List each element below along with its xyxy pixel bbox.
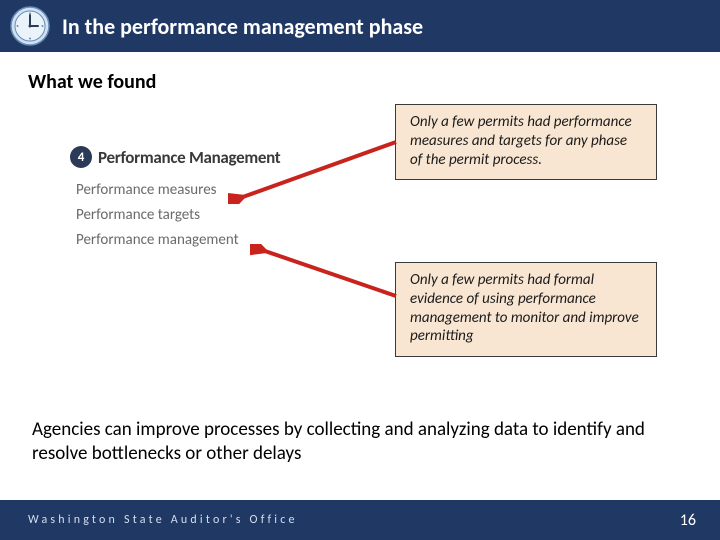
footer: Washington State Auditor's Office 16 [0, 500, 720, 540]
pm-number-badge: 4 [70, 146, 92, 168]
subtitle: What we found [28, 70, 720, 94]
arrow-icon [250, 244, 398, 302]
clock-icon [10, 6, 50, 46]
pm-title: Performance Management [98, 147, 280, 168]
callout-box: Only a few permits had formal evidence o… [395, 262, 657, 357]
list-item: Performance targets [76, 203, 280, 228]
header-bar: In the performance management phase [0, 0, 720, 52]
footer-org: Washington State Auditor's Office [28, 513, 298, 527]
pm-heading: 4 Performance Management [70, 146, 280, 168]
summary-text: Agencies can improve processes by collec… [32, 418, 688, 466]
footer-page-number: 16 [680, 511, 696, 530]
header-title: In the performance management phase [62, 13, 423, 40]
performance-management-block: 4 Performance Management Performance mea… [70, 146, 280, 252]
list-item: Performance measures [76, 178, 280, 203]
pm-list: Performance measures Performance targets… [76, 178, 280, 252]
content-area: 4 Performance Management Performance mea… [0, 94, 720, 404]
list-item: Performance management [76, 228, 280, 253]
callout-box: Only a few permits had performance measu… [395, 104, 657, 180]
